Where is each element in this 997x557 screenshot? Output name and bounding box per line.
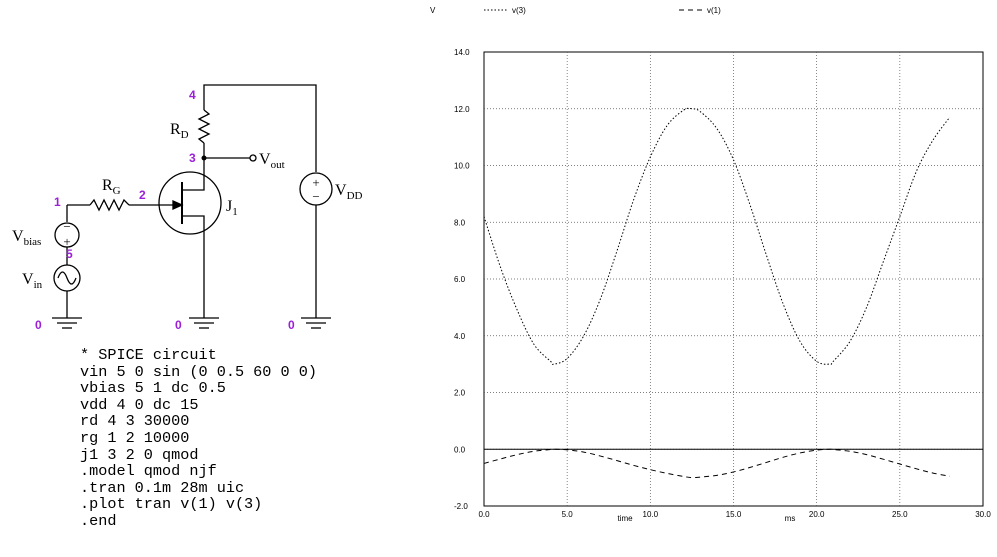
- spice-netlist: * SPICE circuit vin 5 0 sin (0 0.5 60 0 …: [80, 347, 317, 530]
- x-tick-label: 0.0: [478, 510, 490, 519]
- legend: v(3) v(1): [484, 6, 721, 15]
- node-label-4: 4: [189, 88, 196, 102]
- gate-resistor: [89, 198, 130, 212]
- series-line-v3: [483, 107, 951, 365]
- y-tick-label: 8.0: [454, 218, 466, 227]
- label-rg: RG: [102, 177, 121, 197]
- vbias-plus-sign: +: [63, 234, 70, 249]
- y-tick-label: 2.0: [454, 389, 466, 398]
- y-tick-label: 10.0: [454, 162, 470, 171]
- x-tick-label: 5.0: [562, 510, 574, 519]
- y-tick-label: 12.0: [454, 105, 470, 114]
- y-axis-label: V: [430, 6, 436, 15]
- x-axis-unit: ms: [785, 514, 796, 523]
- netlist-line: .tran 0.1m 28m uic: [80, 478, 245, 497]
- node-label-5: 5: [66, 247, 73, 261]
- series-line-v1: [483, 448, 950, 479]
- ground-symbol: [189, 317, 219, 329]
- label-vbias: Vbias: [12, 228, 41, 248]
- node-label-2: 2: [139, 188, 146, 202]
- x-tick-label: 20.0: [809, 510, 825, 519]
- y-tick-label: -2.0: [454, 502, 468, 511]
- legend-v3: v(3): [512, 6, 526, 15]
- vdd-minus-sign: −: [312, 189, 319, 204]
- y-tick-label: 0.0: [454, 445, 466, 454]
- node-label-0-mid: 0: [175, 318, 182, 332]
- x-tick-label: 30.0: [975, 510, 991, 519]
- legend-v1: v(1): [707, 6, 721, 15]
- node-label-1: 1: [54, 195, 61, 209]
- netlist-line: .end: [80, 511, 117, 530]
- x-tick-label: 10.0: [643, 510, 659, 519]
- node-label-0-left: 0: [35, 318, 42, 332]
- label-vdd: VDD: [335, 182, 363, 202]
- plot-series: [483, 107, 951, 479]
- circuit-schematic: − + + − RD RG Vout VDD J1 Vbias Vin 4 3 …: [12, 84, 363, 332]
- x-tick-labels: 0.0 5.0 10.0 15.0 20.0 25.0 30.0: [478, 510, 991, 519]
- netlist-line: rg 1 2 10000: [80, 428, 190, 447]
- label-vout: Vout: [259, 151, 285, 171]
- netlist-line: .model qmod njf: [80, 462, 217, 481]
- netlist-line: j1 3 2 0 qmod: [80, 445, 199, 464]
- netlist-line: vdd 4 0 dc 15: [80, 395, 199, 414]
- netlist-line: vin 5 0 sin (0 0.5 60 0 0): [80, 362, 317, 381]
- ground-symbol: [301, 317, 331, 329]
- node-label-0-right: 0: [288, 318, 295, 332]
- y-tick-label: 14.0: [454, 48, 470, 57]
- drain-resistor: [197, 109, 211, 144]
- label-vin: Vin: [22, 271, 43, 291]
- circuit-wiring: [52, 84, 333, 329]
- label-j1: J1: [226, 198, 238, 218]
- plot-grid: [484, 52, 983, 506]
- netlist-line: .plot tran v(1) v(3): [80, 495, 263, 514]
- y-tick-label: 6.0: [454, 275, 466, 284]
- netlist-line: rd 4 3 30000: [80, 412, 190, 431]
- ground-symbol: [52, 317, 82, 329]
- x-axis-label: time: [617, 514, 633, 523]
- x-tick-label: 25.0: [892, 510, 908, 519]
- jfet-body: [158, 171, 222, 235]
- x-tick-label: 15.0: [726, 510, 742, 519]
- netlist-line: vbias 5 1 dc 0.5: [80, 379, 226, 398]
- y-tick-labels: -2.0 0.0 2.0 4.0 6.0 8.0 10.0 12.0 14.0: [454, 48, 470, 511]
- vdd-plus-sign: +: [312, 175, 319, 190]
- vbias-minus-sign: −: [63, 219, 70, 234]
- label-rd: RD: [170, 121, 189, 141]
- netlist-line: * SPICE circuit: [80, 346, 217, 364]
- y-tick-label: 4.0: [454, 332, 466, 341]
- node-label-3: 3: [189, 151, 196, 165]
